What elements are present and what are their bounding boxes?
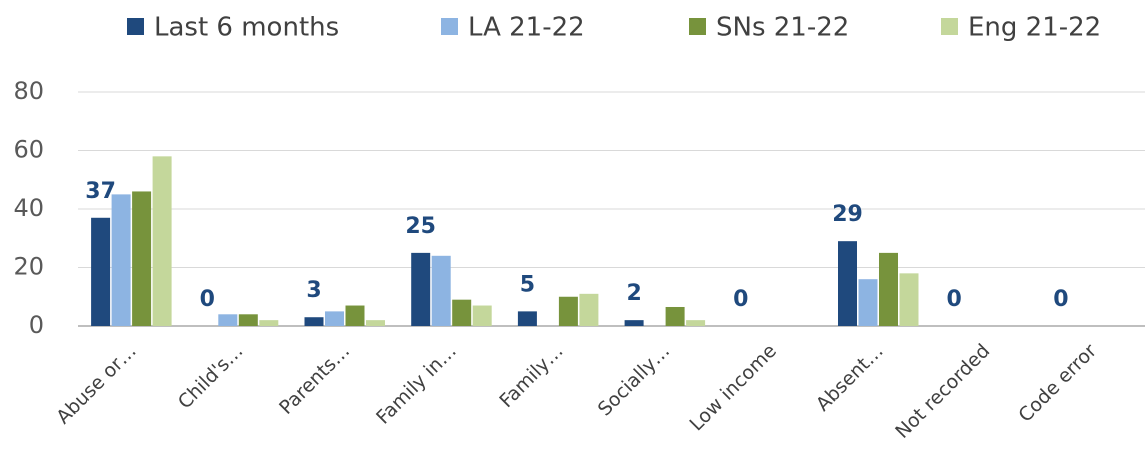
bar xyxy=(91,217,111,326)
bar xyxy=(345,305,365,326)
bar xyxy=(858,279,878,326)
bar xyxy=(517,311,537,326)
x-tick-label: Parents… xyxy=(275,340,354,419)
data-label: 2 xyxy=(626,281,641,306)
bar xyxy=(238,314,258,326)
bar xyxy=(152,156,172,326)
bar xyxy=(624,320,644,326)
bar xyxy=(259,320,279,326)
y-tick-label: 60 xyxy=(13,136,44,164)
y-tick-label: 80 xyxy=(13,77,44,105)
legend-swatch xyxy=(127,18,144,35)
legend-label: LA 21-22 xyxy=(468,13,585,43)
data-label: 3 xyxy=(306,278,321,303)
x-tick-label: Absent… xyxy=(812,340,888,416)
bar xyxy=(411,252,431,326)
bar xyxy=(899,273,919,326)
bar xyxy=(366,320,385,326)
legend-label: SNs 21-22 xyxy=(716,13,849,43)
y-tick-label: 0 xyxy=(29,311,44,339)
legend-label: Eng 21-22 xyxy=(968,13,1101,43)
bar xyxy=(879,252,898,326)
bar xyxy=(472,305,492,326)
y-tick-label: 40 xyxy=(13,194,44,222)
bar xyxy=(838,241,857,326)
data-label: 0 xyxy=(200,287,215,312)
data-label: 37 xyxy=(85,179,116,204)
data-label: 5 xyxy=(520,272,535,297)
x-tick-label: Child's… xyxy=(174,340,248,414)
x-tick-label: Not recorded xyxy=(891,340,994,443)
bar xyxy=(111,194,131,326)
bar xyxy=(304,317,324,326)
bar xyxy=(431,255,451,326)
data-label: 0 xyxy=(733,287,748,312)
bar xyxy=(325,311,344,326)
data-label: 0 xyxy=(947,287,962,312)
legend-swatch xyxy=(689,18,706,35)
x-tick-label: Abuse or… xyxy=(52,340,141,429)
bar xyxy=(665,306,685,326)
x-tick-label: Low income xyxy=(685,340,780,435)
x-tick-label: Family in… xyxy=(372,340,461,429)
y-tick-label: 20 xyxy=(13,253,44,281)
x-tick-label: Code error xyxy=(1014,340,1101,427)
data-label: 29 xyxy=(832,202,863,227)
bar xyxy=(132,191,152,326)
x-tick-label: Family… xyxy=(495,340,567,412)
data-label: 25 xyxy=(405,214,436,239)
legend-swatch xyxy=(941,18,958,35)
bar xyxy=(558,296,578,326)
bar xyxy=(452,299,472,326)
bar xyxy=(218,314,238,326)
legend-label: Last 6 months xyxy=(154,13,339,43)
legend-swatch xyxy=(441,18,458,35)
x-tick-label: Socially… xyxy=(594,340,675,421)
bar xyxy=(579,293,599,326)
data-label: 0 xyxy=(1053,287,1068,312)
bar xyxy=(686,320,706,326)
